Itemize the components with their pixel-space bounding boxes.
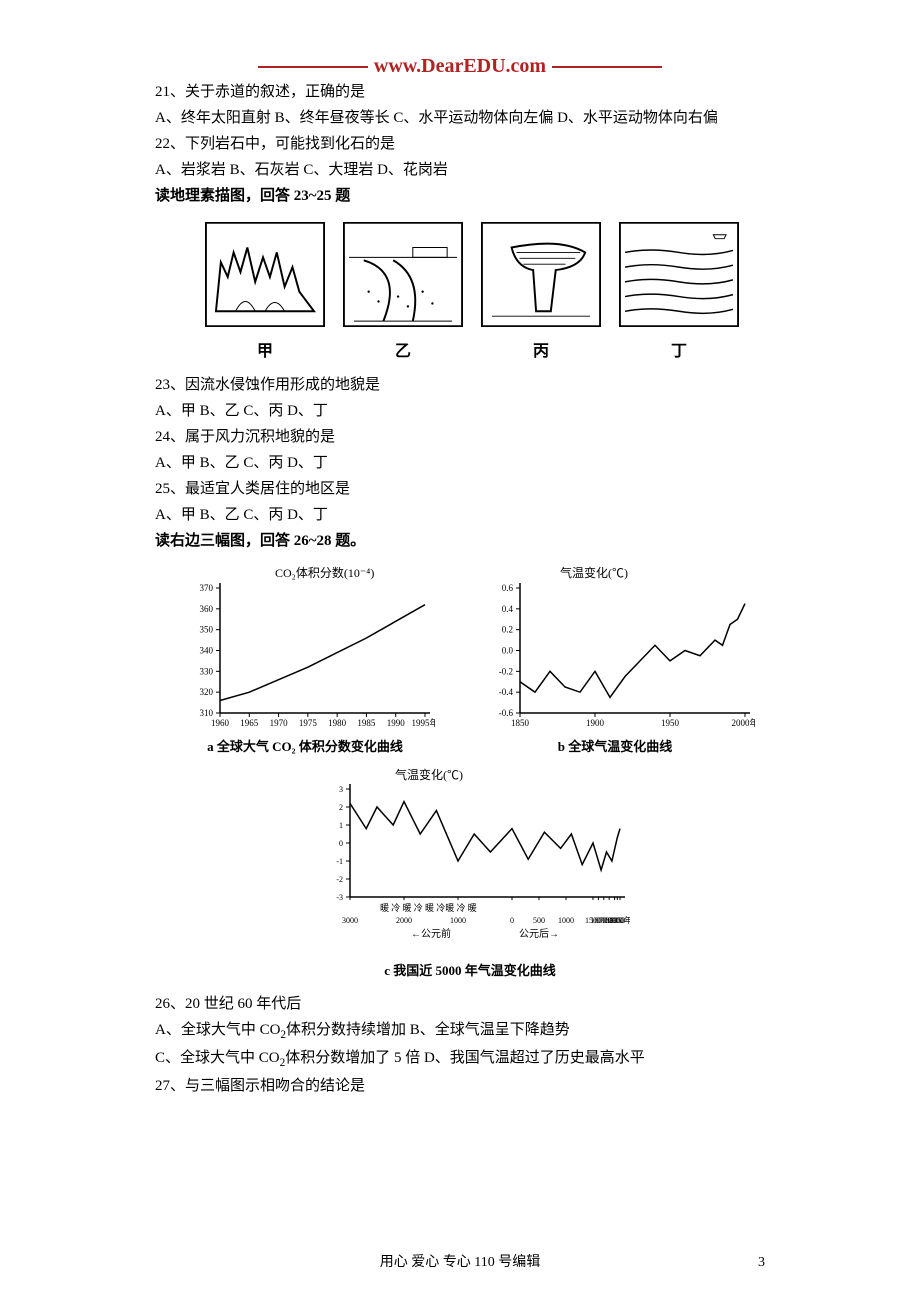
main-content: 21、关于赤道的叙述，正确的是 A、终年太阳直射 B、终年昼夜等长 C、水平运动… — [155, 80, 765, 1098]
page-number: 3 — [758, 1252, 765, 1274]
sketch-yi: 乙 — [343, 222, 463, 365]
svg-text:320: 320 — [200, 687, 214, 697]
svg-text:0.4: 0.4 — [502, 603, 514, 613]
chart-c-svg: 气温变化(℃)-3-2-1012330002000100005001000150… — [310, 767, 630, 957]
svg-text:1850: 1850 — [511, 718, 530, 728]
chart-c-caption: c 我国近 5000 年气温变化曲线 — [310, 961, 630, 982]
svg-text:2: 2 — [339, 803, 343, 812]
sketch-yi-label: 乙 — [343, 339, 463, 365]
q27-stem: 27、与三幅图示相吻合的结论是 — [155, 1074, 765, 1098]
svg-text:500: 500 — [533, 916, 545, 925]
sketch-jia: 甲 — [205, 222, 325, 365]
sketch-bing-img — [481, 222, 601, 327]
sketch-bing: 丙 — [481, 222, 601, 365]
q26-stem: 26、20 世纪 60 年代后 — [155, 992, 765, 1016]
svg-text:1965: 1965 — [240, 718, 259, 728]
svg-text:←公元前: ←公元前 — [411, 927, 451, 940]
q24-opts: A、甲 B、乙 C、丙 D、丁 — [155, 451, 765, 475]
svg-text:1995年: 1995年 — [411, 717, 435, 728]
svg-text:气温变化(℃): 气温变化(℃) — [560, 565, 628, 580]
svg-text:330: 330 — [200, 666, 214, 676]
q24-stem: 24、属于风力沉积地貌的是 — [155, 425, 765, 449]
svg-text:-3: -3 — [336, 893, 343, 902]
svg-text:370: 370 — [200, 583, 214, 593]
chart-a-svg: CO₂体积分数(10⁻⁴) 310 320 330 340 350 360 370 1960 19… — [175, 563, 435, 733]
site-brand: www.DearEDU.com — [0, 50, 920, 82]
q22-stem: 22、下列岩石中，可能找到化石的是 — [155, 132, 765, 156]
svg-text:0.6: 0.6 — [502, 583, 514, 593]
chart-grid: CO₂体积分数(10⁻⁴)310320330340350360370196019… — [175, 563, 765, 983]
chart-b: 气温变化(℃) -0.6 -0.4 -0.2 0.0 0.2 0.4 0.6 1850 1900 1… — [475, 563, 755, 758]
svg-text:310: 310 — [200, 708, 214, 718]
svg-text:1950: 1950 — [661, 718, 680, 728]
q21-opts: A、终年太阳直射 B、终年昼夜等长 C、水平运动物体向左偏 D、水平运动物体向右… — [155, 106, 765, 130]
svg-text:1980: 1980 — [328, 718, 347, 728]
svg-text:气温变化(℃): 气温变化(℃) — [395, 767, 463, 782]
svg-text:3: 3 — [339, 785, 343, 794]
sketch-jia-label: 甲 — [205, 339, 325, 365]
sketch-row: 甲 乙 丙 — [205, 222, 715, 365]
svg-text:350: 350 — [200, 624, 214, 634]
instruction-2: 读右边三幅图，回答 26~28 题。 — [155, 529, 765, 553]
svg-text:1000: 1000 — [558, 916, 574, 925]
svg-text:1900: 1900 — [586, 718, 605, 728]
chart-a: CO₂体积分数(10⁻⁴) 310 320 330 340 350 360 370 1960 19… — [175, 563, 435, 758]
svg-text:公元后→: 公元后→ — [519, 928, 559, 940]
svg-text:340: 340 — [200, 645, 214, 655]
footer-text: 用心 爱心 专心 110 号编辑 — [0, 1252, 920, 1274]
q23-opts: A、甲 B、乙 C、丙 D、丁 — [155, 399, 765, 423]
q26-optCD: C、全球大气中 CO2体积分数增加了 5 倍 D、我国气温超过了历史最高水平 — [155, 1046, 765, 1072]
svg-text:0: 0 — [510, 916, 514, 925]
svg-text:0.2: 0.2 — [502, 624, 513, 634]
chart-b-caption: b 全球气温变化曲线 — [475, 737, 755, 758]
svg-text:1: 1 — [339, 821, 343, 830]
svg-text:1960: 1960 — [211, 718, 230, 728]
svg-text:1985: 1985 — [357, 718, 376, 728]
sketch-jia-img — [205, 222, 325, 327]
svg-text:1000: 1000 — [450, 916, 466, 925]
q22-opts: A、岩浆岩 B、石灰岩 C、大理岩 D、花岗岩 — [155, 158, 765, 182]
svg-text:-2: -2 — [336, 875, 343, 884]
svg-text:2000: 2000 — [396, 916, 412, 925]
q25-opts: A、甲 B、乙 C、丙 D、丁 — [155, 503, 765, 527]
instruction-1: 读地理素描图，回答 23~25 题 — [155, 184, 765, 208]
svg-text:-0.4: -0.4 — [499, 687, 514, 697]
chart-a-caption: a 全球大气 CO₂ 体积分数变化曲线 — [175, 737, 435, 758]
svg-text:1970: 1970 — [270, 718, 289, 728]
svg-text:暖 冷 暖 冷 暖 冷暖 冷 暖: 暖 冷 暖 冷 暖 冷暖 冷 暖 — [380, 902, 477, 913]
q23-stem: 23、因流水侵蚀作用形成的地貌是 — [155, 373, 765, 397]
brand-text: www.DearEDU.com — [374, 55, 546, 77]
sketch-ding-label: 丁 — [619, 339, 739, 365]
svg-text:-0.6: -0.6 — [499, 708, 514, 718]
chart-b-svg: 气温变化(℃) -0.6 -0.4 -0.2 0.0 0.2 0.4 0.6 1850 1900 1… — [475, 563, 755, 733]
sketch-ding-img — [619, 222, 739, 327]
svg-text:0.0: 0.0 — [502, 645, 514, 655]
svg-text:360: 360 — [200, 603, 214, 613]
svg-text:1975: 1975 — [299, 718, 318, 728]
q26-optAB: A、全球大气中 CO2体积分数持续增加 B、全球气温呈下降趋势 — [155, 1018, 765, 1044]
svg-text:CO₂体积分数(10⁻⁴): CO₂体积分数(10⁻⁴) — [275, 565, 374, 580]
svg-text:0: 0 — [339, 839, 343, 848]
chart-c: 气温变化(℃)-3-2-1012330002000100005001000150… — [310, 767, 630, 982]
sketch-yi-img — [343, 222, 463, 327]
svg-text:1990: 1990 — [387, 718, 406, 728]
svg-text:2000年: 2000年 — [731, 717, 755, 728]
q25-stem: 25、最适宜人类居住的地区是 — [155, 477, 765, 501]
sketch-ding: 丁 — [619, 222, 739, 365]
svg-text:2000年: 2000年 — [608, 915, 630, 925]
svg-text:-0.2: -0.2 — [499, 666, 513, 676]
svg-text:-1: -1 — [336, 857, 343, 866]
svg-text:3000: 3000 — [342, 916, 358, 925]
q21-stem: 21、关于赤道的叙述，正确的是 — [155, 80, 765, 104]
sketch-bing-label: 丙 — [481, 339, 601, 365]
